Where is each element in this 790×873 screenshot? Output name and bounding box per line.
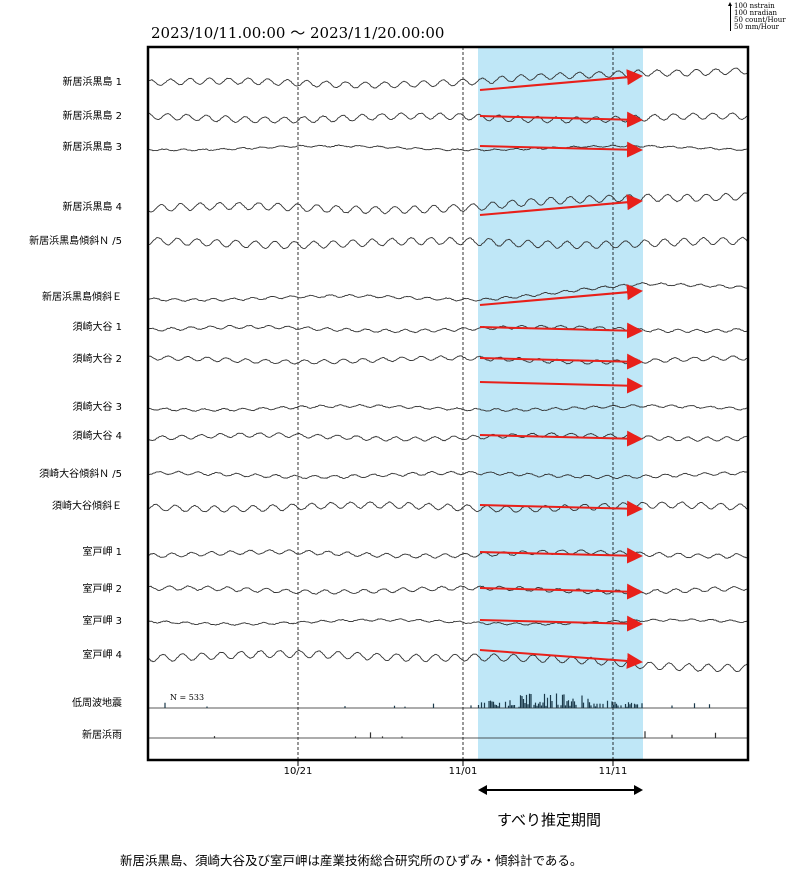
channel-label-12: 室戸岬 1 [82, 547, 122, 558]
plot-frame [146, 45, 750, 762]
scale-arrow-icon [728, 2, 732, 6]
channel-label-6: 須崎大谷 1 [72, 322, 122, 333]
trend-arrow-12 [479, 615, 643, 632]
trace-17 [213, 731, 717, 738]
trace-0 [147, 67, 749, 89]
x-tick-label-0: 10/21 [283, 766, 313, 777]
slip-period-label: すべり推定期間 [497, 811, 601, 829]
period-span-right-arrow-icon [634, 785, 643, 795]
trace-15 [147, 649, 749, 673]
trend-arrow-3 [479, 194, 643, 216]
channel-label-5: 新居浜黒島傾斜Ｅ [42, 292, 122, 303]
trend-arrow-13 [479, 649, 643, 669]
scale-legend-strain: 100 nstrain [734, 2, 775, 10]
channel-label-8: 須崎大谷 3 [72, 402, 122, 413]
slip-period-band [478, 47, 643, 760]
channel-label-16: 低周波地震 [72, 698, 122, 709]
x-tick-label-1: 11/01 [448, 766, 478, 777]
trend-arrow-0 [479, 69, 643, 91]
trend-arrow-4 [479, 284, 643, 306]
channel-label-14: 室戸岬 3 [82, 616, 122, 627]
trend-arrow-8 [479, 430, 643, 447]
trend-arrow-11 [479, 583, 643, 600]
channel-label-7: 須崎大谷 2 [72, 354, 122, 365]
trace-9 [147, 432, 749, 442]
channel-label-17: 新居浜雨 [82, 730, 122, 741]
channel-label-3: 新居浜黒島 4 [62, 202, 122, 213]
channel-label-2: 新居浜黒島 3 [62, 142, 122, 153]
trace-6 [147, 324, 749, 334]
channel-label-10: 須崎大谷傾斜Ｎ /5 [39, 469, 122, 480]
trace-12 [147, 549, 749, 559]
trace-11 [147, 501, 749, 513]
footnote: 新居浜黒島、須崎大谷及び室戸岬は産業技術総合研究所のひずみ・傾斜計である。 [120, 853, 583, 868]
trace-14 [147, 618, 749, 626]
chart-title: 2023/10/11.00:00 ～ 2023/11/20.00:00 [151, 24, 445, 42]
trace-2 [147, 144, 748, 152]
channel-label-1: 新居浜黒島 2 [62, 111, 122, 122]
trace-13 [147, 585, 749, 595]
trend-arrow-7 [479, 377, 643, 394]
channel-label-9: 須崎大谷 4 [72, 431, 122, 442]
count-annotation: N = 533 [170, 693, 204, 702]
channel-label-0: 新居浜黒島 1 [62, 77, 122, 88]
trend-arrow-2 [479, 141, 643, 158]
trace-8 [147, 404, 749, 412]
trend-arrow-1 [479, 111, 643, 128]
trace-4 [147, 236, 749, 250]
trend-arrow-10 [479, 547, 643, 564]
channel-label-11: 須崎大谷傾斜Ｅ [52, 501, 122, 512]
scale-legend-rain: 50 mm/Hour [734, 23, 779, 31]
x-tick-label-2: 11/11 [598, 766, 628, 777]
trend-arrow-6 [479, 353, 643, 370]
trace-10 [147, 470, 749, 480]
scale-legend: 100 nstrain 100 nradian 50 count/Hour 50… [728, 2, 786, 31]
trace-1 [148, 112, 749, 124]
channel-label-4: 新居浜黒島傾斜Ｎ /5 [29, 236, 122, 247]
scale-legend-tilt: 100 nradian [734, 9, 778, 17]
trace-16 [164, 693, 711, 708]
trace-7 [147, 355, 749, 365]
channel-label-13: 室戸岬 2 [82, 584, 122, 595]
trend-arrow-9 [479, 500, 643, 517]
trace-3 [147, 192, 749, 215]
period-span-left-arrow-icon [478, 785, 487, 795]
scale-legend-count: 50 count/Hour [734, 16, 786, 24]
trend-arrow-5 [479, 322, 643, 339]
trace-5 [147, 281, 749, 303]
channel-label-15: 室戸岬 4 [82, 650, 122, 661]
scale-bar [730, 5, 731, 31]
